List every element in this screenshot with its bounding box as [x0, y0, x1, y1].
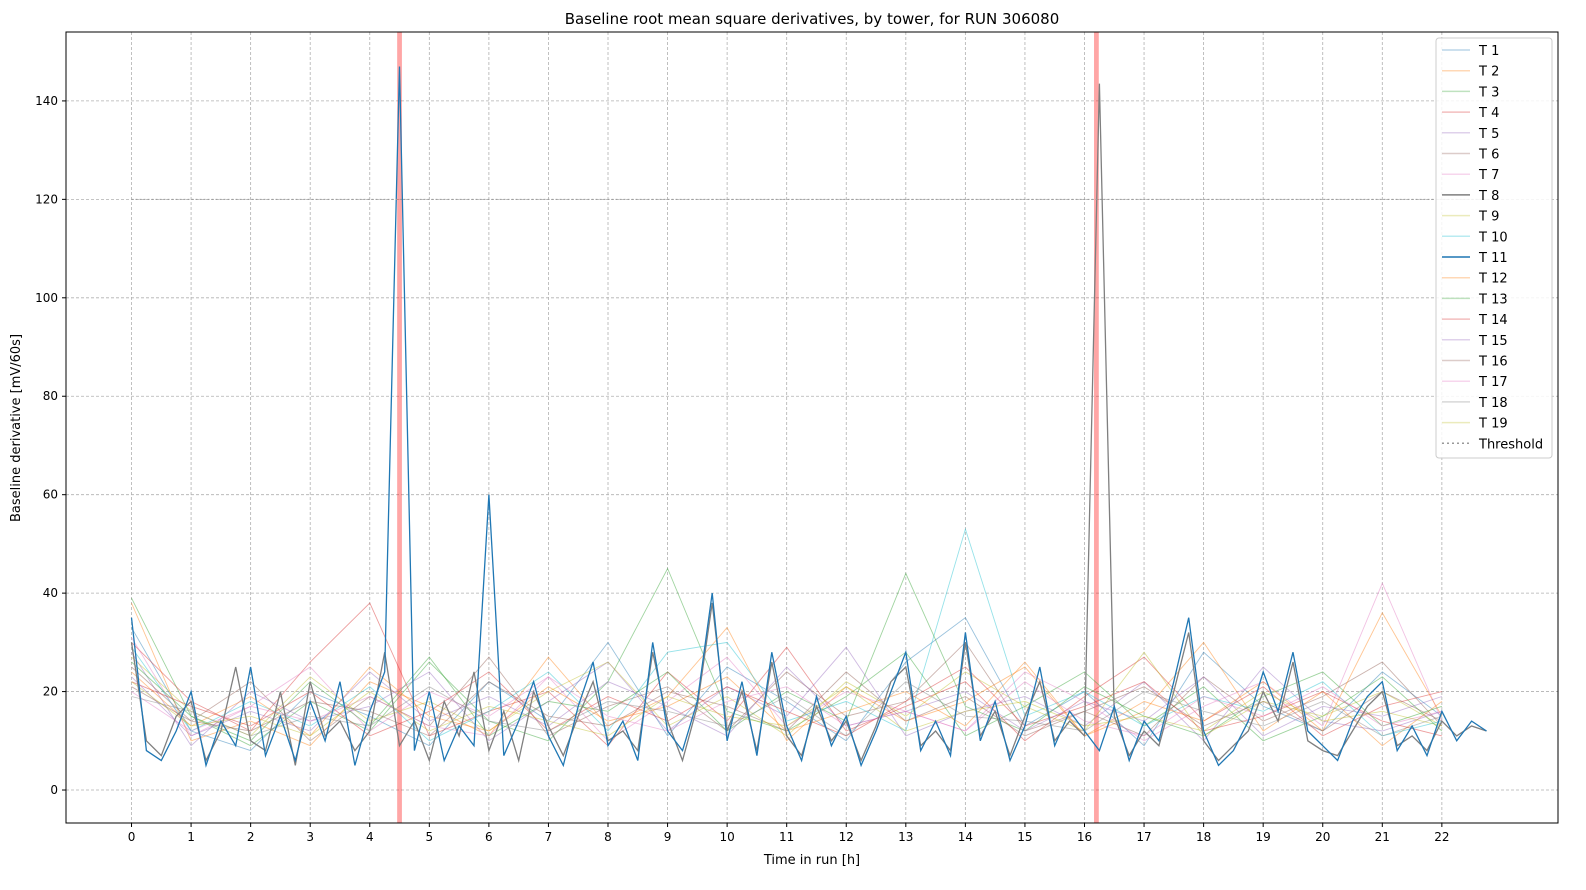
series-line-t8 — [130, 83, 1487, 766]
x-tick-label: 19 — [1256, 830, 1271, 844]
y-axis-label: Baseline derivative [mV/60s] — [9, 334, 24, 522]
x-tick-label: 10 — [719, 830, 734, 844]
legend-label: T 6 — [1478, 148, 1499, 163]
x-tick-label: 22 — [1434, 830, 1449, 844]
series-line-t4 — [131, 602, 1443, 747]
x-tick-label: 20 — [1315, 830, 1330, 844]
y-tick-label: 80 — [43, 389, 58, 403]
series-line-t16 — [131, 671, 1443, 737]
series-lines — [130, 66, 1487, 768]
axis-ticks: 0 1 2 3 4 5 6 7 8 9 10 11 12 13 14 15 16 17 18 19 20 21 220204… — [35, 94, 1449, 844]
legend-label: T 2 — [1478, 65, 1499, 80]
y-tick-label: 100 — [35, 291, 58, 305]
x-tick-label: 7 — [545, 830, 553, 844]
series-line-t6 — [131, 641, 1443, 742]
x-tick-label: 0 — [128, 830, 136, 844]
x-tick-label: 16 — [1077, 830, 1092, 844]
legend: T 1 T 2 T 3 T 4 T 5 T 6 T 7 T 8 T 9 T 10 T 11 T 12 T… — [1435, 37, 1553, 459]
x-tick-label: 9 — [664, 830, 672, 844]
series-line-t14 — [131, 666, 1443, 737]
series-line-t18 — [131, 681, 1443, 737]
legend-box — [1435, 37, 1553, 459]
legend-label: T 11 — [1478, 251, 1508, 266]
series-line-t15 — [131, 666, 1443, 737]
x-tick-label: 5 — [426, 830, 434, 844]
legend-label: T 17 — [1478, 375, 1508, 390]
x-tick-label: 13 — [898, 830, 913, 844]
series-line-t12 — [131, 611, 1443, 737]
y-tick-label: 60 — [43, 488, 58, 502]
legend-label: T 10 — [1478, 230, 1508, 245]
legend-label: T 7 — [1478, 168, 1499, 183]
legend-label: T 3 — [1478, 85, 1499, 100]
series-line-t10 — [131, 527, 1443, 742]
y-tick-label: 40 — [43, 586, 58, 600]
x-tick-label: 14 — [958, 830, 973, 844]
legend-label: T 13 — [1478, 292, 1508, 307]
y-tick-label: 20 — [43, 685, 58, 699]
y-tick-label: 140 — [35, 94, 58, 108]
x-tick-label: 1 — [187, 830, 195, 844]
highlight-bands — [397, 32, 1099, 823]
legend-label: T 16 — [1478, 355, 1508, 370]
series-line-t13 — [131, 572, 1443, 742]
series-line-t3 — [131, 567, 1443, 747]
series-line-t5 — [131, 646, 1443, 747]
legend-label: T 15 — [1478, 334, 1508, 349]
legend-label-threshold: Threshold — [1478, 437, 1543, 452]
x-tick-label: 2 — [247, 830, 255, 844]
series-line-t11 — [130, 66, 1487, 768]
x-tick-label: 11 — [779, 830, 794, 844]
series-line-t2 — [131, 602, 1443, 747]
x-tick-label: 15 — [1017, 830, 1032, 844]
x-tick-label: 4 — [366, 830, 374, 844]
highlight-band — [1094, 32, 1099, 823]
x-tick-label: 8 — [604, 830, 612, 844]
y-tick-label: 0 — [50, 783, 58, 797]
x-tick-label: 12 — [839, 830, 854, 844]
legend-label: T 14 — [1478, 313, 1508, 328]
x-tick-label: 21 — [1375, 830, 1390, 844]
series-line-t17 — [131, 676, 1443, 737]
legend-label: T 9 — [1478, 210, 1499, 225]
chart-title: Baseline root mean square derivatives, b… — [565, 10, 1060, 28]
x-axis-label: Time in run [h] — [763, 853, 860, 868]
x-tick-label: 6 — [485, 830, 493, 844]
y-tick-label: 120 — [35, 192, 58, 206]
series-line-t1 — [131, 617, 1443, 752]
x-tick-label: 18 — [1196, 830, 1211, 844]
highlight-band — [397, 32, 402, 823]
legend-label: T 5 — [1478, 127, 1499, 142]
x-tick-label: 3 — [306, 830, 314, 844]
legend-label: T 18 — [1478, 396, 1508, 411]
legend-label: T 1 — [1478, 44, 1499, 59]
legend-label: T 12 — [1478, 272, 1508, 287]
legend-label: T 8 — [1478, 189, 1499, 204]
plot-frame — [65, 31, 1559, 824]
legend-label: T 4 — [1478, 106, 1499, 121]
legend-label: T 19 — [1478, 417, 1508, 432]
x-tick-label: 17 — [1136, 830, 1151, 844]
